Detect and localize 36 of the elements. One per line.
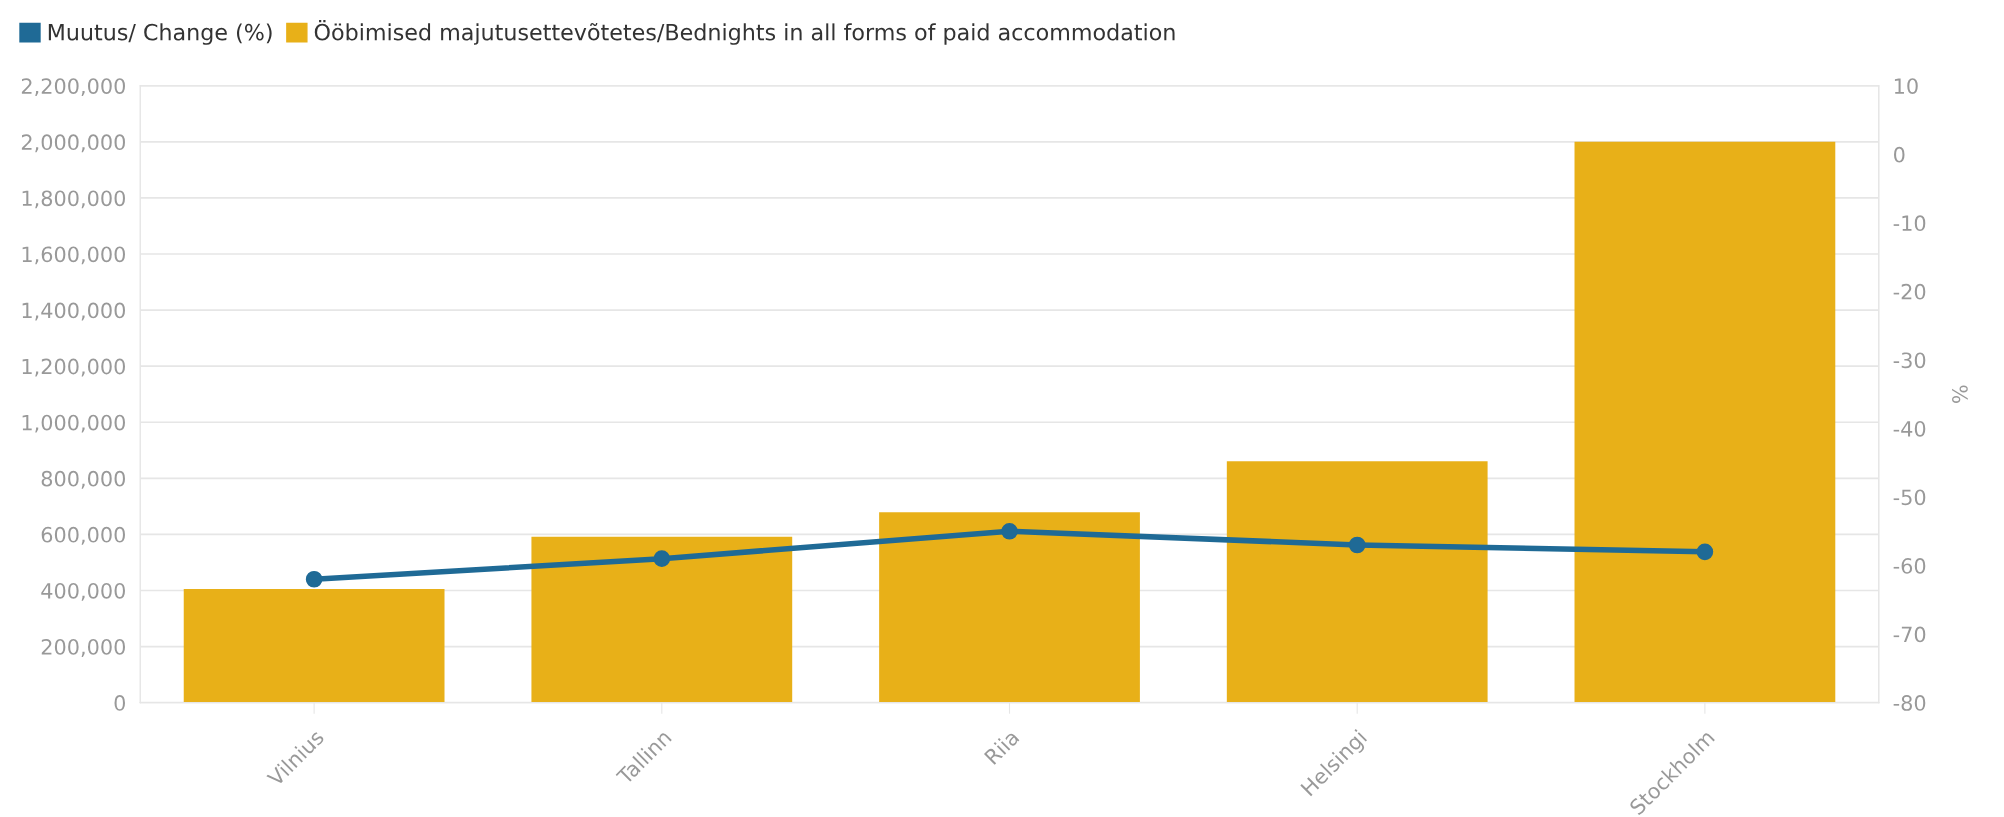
y2-tick-label: -20: [1893, 283, 1926, 300]
bar: [531, 536, 793, 703]
legend-label: Muutus/ Change (%): [48, 23, 272, 45]
y-tick-label: 600,000: [41, 526, 126, 545]
point: [653, 550, 671, 568]
y2-tick-label: -80: [1893, 695, 1926, 711]
y-tick-label: 2,200,000: [21, 78, 126, 97]
y2-tick-label: 0: [1894, 146, 1905, 163]
bar: [1226, 461, 1488, 703]
point: [1348, 536, 1366, 554]
point: [1001, 522, 1018, 540]
y-tick-label: 1,000,000: [22, 414, 126, 433]
x-tick-label: Riia: [983, 728, 1020, 766]
y-tick-label: 1,800,000: [22, 190, 126, 209]
y2-tick-label: -50: [1893, 489, 1926, 506]
bar: [879, 512, 1140, 703]
point: [1696, 543, 1714, 561]
y2-tick-label: -70: [1893, 626, 1926, 643]
y2-tick-label: -60: [1893, 558, 1926, 574]
bar: [1574, 141, 1836, 703]
y-tick-label: 2,000,000: [21, 134, 126, 153]
y-tick-label: 1,200,000: [22, 358, 126, 377]
y-tick-label: 800,000: [41, 470, 126, 489]
y-tick-label: 1,600,000: [22, 246, 126, 265]
y2-tick-label: -10: [1893, 215, 1926, 232]
point: [305, 570, 323, 588]
y-tick-label: 400,000: [41, 582, 126, 601]
y-tick-label: 0: [114, 695, 126, 711]
y2-tick-label: -40: [1893, 420, 1926, 437]
legend-label: Ööbimised majutusettevõtetes/Bednights in all forms of paid accommodation: [314, 20, 1175, 45]
y-tick-label: 200,000: [41, 639, 126, 657]
y-tick-label: 1,400,000: [22, 302, 126, 321]
y2-axis-title: %: [1952, 385, 1968, 403]
y2-tick-label: 10: [1894, 78, 1918, 94]
bar: [183, 589, 445, 703]
y2-tick-label: -30: [1893, 352, 1926, 369]
